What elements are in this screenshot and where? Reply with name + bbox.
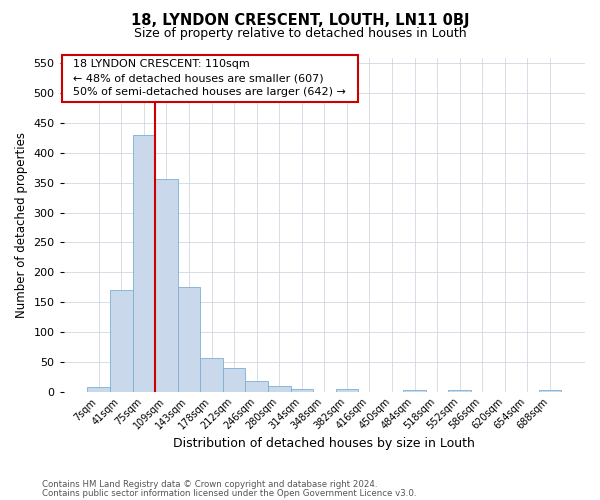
Text: Size of property relative to detached houses in Louth: Size of property relative to detached ho… [134, 28, 466, 40]
Bar [268, 386, 290, 392]
Bar [110, 290, 133, 392]
Bar [245, 381, 268, 392]
Bar [223, 368, 245, 392]
Text: 18, LYNDON CRESCENT, LOUTH, LN11 0BJ: 18, LYNDON CRESCENT, LOUTH, LN11 0BJ [131, 12, 469, 28]
Bar [448, 390, 471, 392]
Bar [155, 178, 178, 392]
X-axis label: Distribution of detached houses by size in Louth: Distribution of detached houses by size … [173, 437, 475, 450]
Bar [539, 390, 562, 392]
Bar [133, 135, 155, 392]
Bar [88, 387, 110, 392]
Bar [178, 287, 200, 392]
Bar [335, 388, 358, 392]
Text: Contains public sector information licensed under the Open Government Licence v3: Contains public sector information licen… [42, 489, 416, 498]
Text: 18 LYNDON CRESCENT: 110sqm
  ← 48% of detached houses are smaller (607)
  50% of: 18 LYNDON CRESCENT: 110sqm ← 48% of deta… [67, 59, 353, 97]
Bar [200, 358, 223, 392]
Bar [290, 389, 313, 392]
Bar [403, 390, 426, 392]
Y-axis label: Number of detached properties: Number of detached properties [15, 132, 28, 318]
Text: Contains HM Land Registry data © Crown copyright and database right 2024.: Contains HM Land Registry data © Crown c… [42, 480, 377, 489]
